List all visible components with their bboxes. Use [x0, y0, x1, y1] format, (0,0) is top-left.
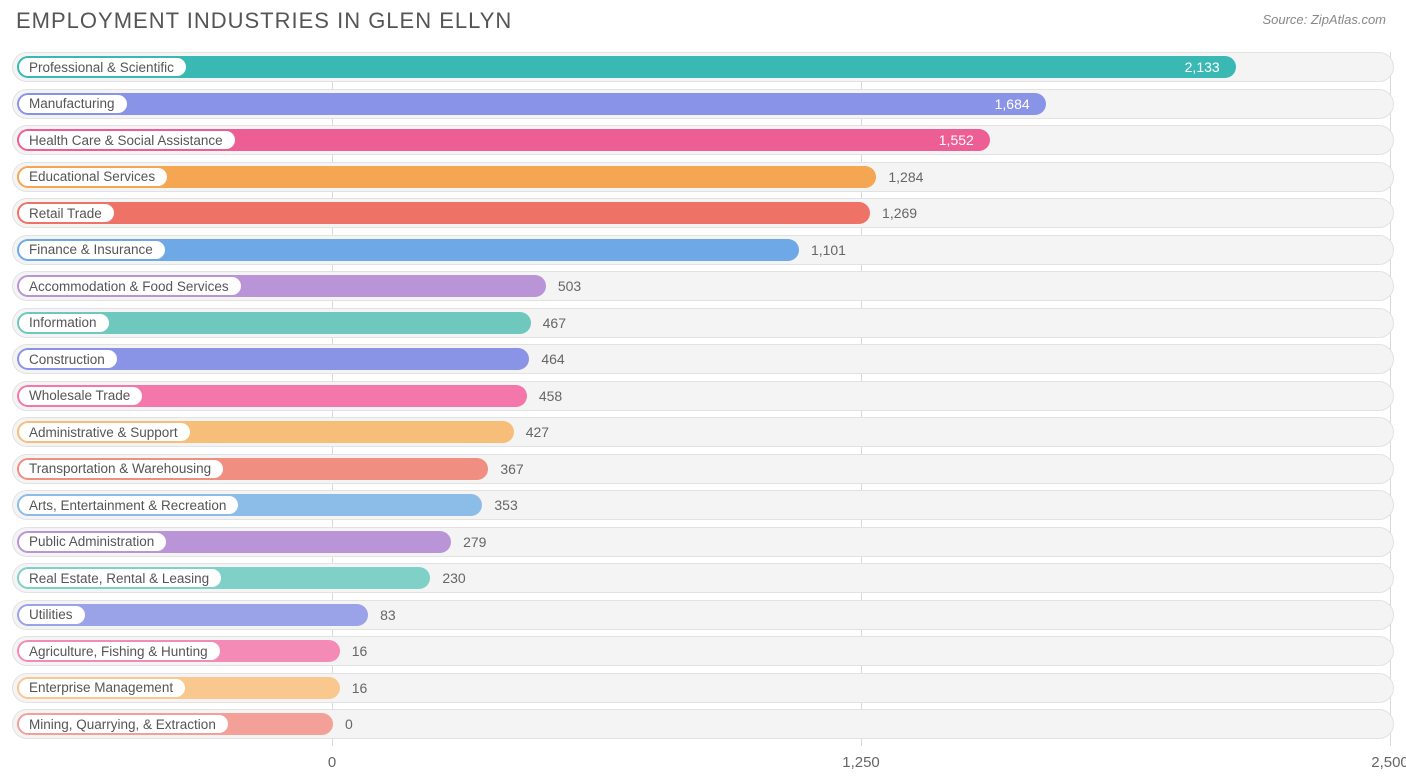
bar-value: 83 — [380, 601, 396, 629]
chart-header: EMPLOYMENT INDUSTRIES IN GLEN ELLYN Sour… — [0, 0, 1406, 34]
bar-row: Health Care & Social Assistance 1,552 — [12, 125, 1394, 155]
bar-label: Arts, Entertainment & Recreation — [19, 496, 238, 514]
bar-label: Agriculture, Fishing & Hunting — [19, 642, 220, 660]
bar-label: Information — [19, 314, 109, 332]
bar-value: 1,101 — [811, 236, 846, 264]
chart-area: Professional & Scientific 2,133 Manufactur… — [12, 52, 1394, 780]
bar-row: Manufacturing 1,684 — [12, 89, 1394, 119]
axis-tick-label: 0 — [328, 754, 336, 771]
bar-row: Administrative & Support 427 — [12, 417, 1394, 447]
chart-title: EMPLOYMENT INDUSTRIES IN GLEN ELLYN — [16, 8, 512, 34]
bar-label: Construction — [19, 350, 117, 368]
bar-value: 458 — [539, 382, 562, 410]
bar-label: Wholesale Trade — [19, 387, 142, 405]
bar-value: 230 — [442, 564, 465, 592]
bar-label: Professional & Scientific — [19, 58, 186, 76]
bar-row: Mining, Quarrying, & Extraction 0 — [12, 709, 1394, 739]
bar-label: Mining, Quarrying, & Extraction — [19, 715, 228, 733]
x-axis: 01,2502,500 — [12, 746, 1394, 780]
bar-label: Enterprise Management — [19, 679, 185, 697]
bar-value: 1,552 — [939, 126, 974, 154]
bar-row: Wholesale Trade 458 — [12, 381, 1394, 411]
bar-label: Administrative & Support — [19, 423, 190, 441]
bar-row: Educational Services 1,284 — [12, 162, 1394, 192]
bars-container: Professional & Scientific 2,133 Manufactur… — [12, 52, 1394, 739]
bar-label: Finance & Insurance — [19, 241, 165, 259]
bar-label: Manufacturing — [19, 95, 127, 113]
bar-row: Enterprise Management 16 — [12, 673, 1394, 703]
axis-tick-label: 2,500 — [1371, 754, 1406, 771]
bar-value: 353 — [494, 491, 517, 519]
bar-label: Utilities — [19, 606, 85, 624]
bar-fill — [17, 56, 1236, 78]
bar-value: 16 — [352, 637, 368, 665]
bar-label: Accommodation & Food Services — [19, 277, 241, 295]
bar-value: 1,269 — [882, 199, 917, 227]
bar-label: Real Estate, Rental & Leasing — [19, 569, 221, 587]
bar-fill — [17, 202, 870, 224]
bar-value: 1,684 — [995, 90, 1030, 118]
bar-value: 427 — [526, 418, 549, 446]
bar-value: 367 — [500, 455, 523, 483]
bar-row: Finance & Insurance 1,101 — [12, 235, 1394, 265]
bar-value: 503 — [558, 272, 581, 300]
bar-row: Agriculture, Fishing & Hunting 16 — [12, 636, 1394, 666]
bar-row: Real Estate, Rental & Leasing 230 — [12, 563, 1394, 593]
axis-tick-label: 1,250 — [842, 754, 880, 771]
bar-row: Public Administration 279 — [12, 527, 1394, 557]
bar-label: Transportation & Warehousing — [19, 460, 223, 478]
bar-value: 0 — [345, 710, 353, 738]
bar-row: Information 467 — [12, 308, 1394, 338]
bar-value: 16 — [352, 674, 368, 702]
bar-label: Retail Trade — [19, 204, 114, 222]
bar-label: Educational Services — [19, 168, 167, 186]
bar-row: Utilities 83 — [12, 600, 1394, 630]
bar-row: Arts, Entertainment & Recreation 353 — [12, 490, 1394, 520]
bar-row: Retail Trade 1,269 — [12, 198, 1394, 228]
bar-value: 464 — [541, 345, 564, 373]
bar-fill — [17, 93, 1046, 115]
chart-source: Source: ZipAtlas.com — [1262, 8, 1386, 27]
bar-value: 2,133 — [1185, 53, 1220, 81]
bar-label: Public Administration — [19, 533, 166, 551]
bar-value: 279 — [463, 528, 486, 556]
bar-row: Professional & Scientific 2,133 — [12, 52, 1394, 82]
bar-value: 467 — [543, 309, 566, 337]
bar-label: Health Care & Social Assistance — [19, 131, 235, 149]
bar-row: Transportation & Warehousing 367 — [12, 454, 1394, 484]
bar-row: Construction 464 — [12, 344, 1394, 374]
bar-value: 1,284 — [888, 163, 923, 191]
bar-row: Accommodation & Food Services 503 — [12, 271, 1394, 301]
